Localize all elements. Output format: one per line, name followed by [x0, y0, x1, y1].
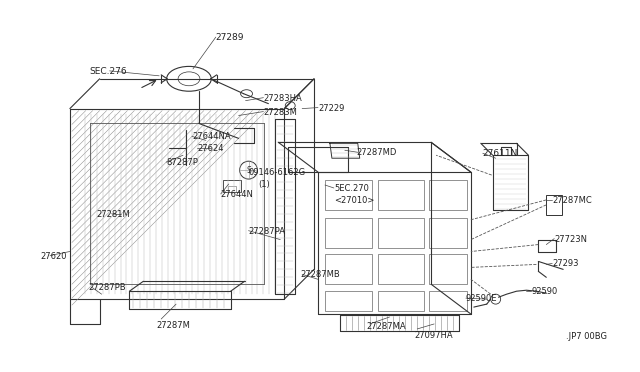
Text: 27644NA: 27644NA [192, 132, 230, 141]
Bar [378, 254, 424, 284]
Text: 27287MA: 27287MA [367, 322, 406, 331]
Text: (1): (1) [259, 180, 270, 189]
Text: 27289: 27289 [216, 33, 244, 42]
Text: 92590E: 92590E [466, 294, 497, 303]
Text: 27287MD: 27287MD [356, 148, 397, 157]
Bar [325, 218, 372, 247]
Text: 27611N: 27611N [483, 149, 518, 158]
Text: 27283M: 27283M [264, 108, 298, 116]
Text: SEC.276: SEC.276 [90, 67, 127, 76]
Text: 92590: 92590 [531, 287, 557, 296]
Text: 27293: 27293 [552, 259, 579, 269]
Bar [223, 180, 241, 192]
Bar [378, 291, 424, 311]
Text: 27229: 27229 [318, 104, 344, 113]
Text: S: S [246, 166, 251, 174]
Text: 27624: 27624 [197, 144, 223, 153]
Text: 27287PB: 27287PB [89, 283, 126, 292]
Text: 27723N: 27723N [554, 235, 588, 244]
Text: 27097HA: 27097HA [414, 331, 453, 340]
Text: 27620: 27620 [40, 251, 67, 260]
Bar [429, 291, 467, 311]
Text: <27010>: <27010> [334, 196, 374, 205]
Bar [429, 218, 467, 247]
Text: .JP7 00BG: .JP7 00BG [566, 332, 607, 341]
Bar [429, 180, 467, 210]
Text: 27287PA: 27287PA [248, 227, 285, 236]
Text: 27287MB: 27287MB [300, 270, 340, 279]
Bar [429, 254, 467, 284]
Bar [325, 291, 372, 311]
Text: 27281M: 27281M [97, 210, 131, 219]
Text: 27287MC: 27287MC [552, 196, 592, 205]
Bar [378, 180, 424, 210]
Text: 09146-6162G: 09146-6162G [248, 168, 306, 177]
Bar [228, 186, 236, 192]
Text: 27283HA: 27283HA [264, 94, 302, 103]
Text: 27287M: 27287M [156, 321, 190, 330]
Bar [325, 254, 372, 284]
Bar [547, 195, 562, 215]
Text: 5EC.270: 5EC.270 [334, 184, 369, 193]
Bar [325, 180, 372, 210]
Bar [378, 218, 424, 247]
Text: 27644N: 27644N [221, 190, 253, 199]
Text: 87287P: 87287P [166, 158, 198, 167]
